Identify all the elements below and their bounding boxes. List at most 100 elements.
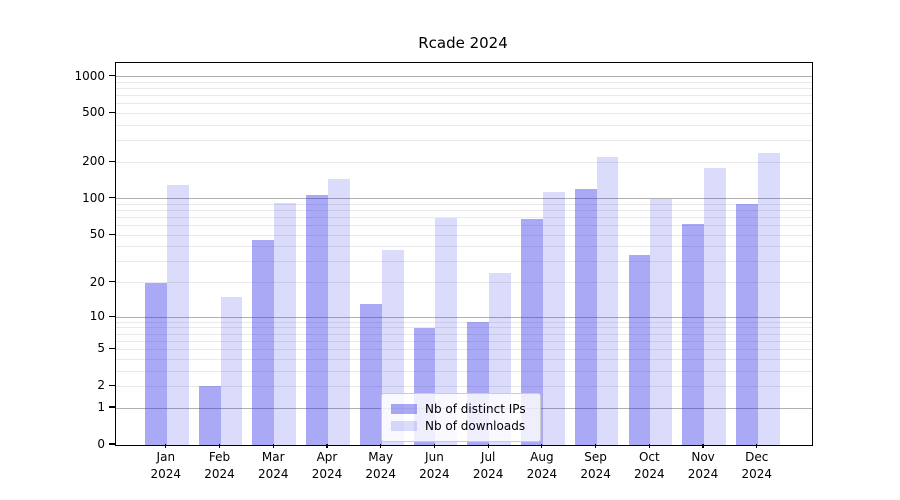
x-tick-year: 2024 <box>150 466 182 481</box>
x-tick-mark <box>756 444 758 448</box>
x-tick-month: Oct <box>638 450 660 464</box>
x-tick-year: 2024 <box>311 466 343 481</box>
gridline-minor <box>116 210 812 212</box>
y-tick-mark <box>109 233 115 235</box>
gridline-minor <box>116 203 812 205</box>
legend-entry-downloads: Nb of downloads <box>391 418 531 434</box>
x-tick-year: 2024 <box>365 466 396 481</box>
x-tick-month: Feb <box>208 450 231 464</box>
y-tick-mark <box>109 384 115 386</box>
x-tick-month: Nov <box>691 450 715 464</box>
y-tick-label-200: 200 <box>82 154 105 169</box>
x-tick-month: Jun <box>425 450 444 464</box>
y-tick-label-20: 20 <box>89 274 105 289</box>
x-tick-year: 2024 <box>204 466 235 481</box>
bar-oct-downloads <box>650 198 673 445</box>
plot-area <box>115 62 813 446</box>
gridline-minor <box>116 217 812 219</box>
y-tick-mark <box>109 111 115 114</box>
legend-swatch-distinct-ips <box>391 404 417 414</box>
bar-may-distinct-ips <box>359 304 382 445</box>
x-tick-month: Aug <box>530 450 554 464</box>
gridline-minor <box>116 103 812 105</box>
legend-label-distinct-ips: Nb of distinct IPs <box>425 402 526 416</box>
x-tick-month: Apr <box>316 450 338 464</box>
x-tick-label-mar: Mar 2024 <box>243 449 303 482</box>
y-tick-label-50: 50 <box>89 227 105 242</box>
y-tick-label-2: 2 <box>97 378 105 393</box>
y-tick-mark <box>109 160 115 162</box>
x-tick-mark <box>433 444 436 448</box>
y-tick-mark <box>109 197 115 199</box>
gridline-minor <box>116 340 812 342</box>
x-tick-mark <box>702 444 704 448</box>
legend-swatch-downloads <box>391 421 417 431</box>
x-tick-month: Mar <box>261 450 285 464</box>
gridline-minor <box>116 333 812 335</box>
gridline-minor <box>116 140 812 142</box>
y-tick-label-100: 100 <box>82 190 105 205</box>
x-tick-year: 2024 <box>472 466 504 481</box>
gridline-minor <box>116 246 812 248</box>
x-tick-label-apr: Apr 2024 <box>297 449 357 482</box>
bar-jun-downloads <box>435 218 458 445</box>
y-tick-label-10: 10 <box>89 309 105 324</box>
x-tick-label-sep: Sep 2024 <box>566 449 626 482</box>
bar-sep-distinct-ips <box>574 189 597 445</box>
x-tick-mark <box>272 444 274 448</box>
legend-label-downloads: Nb of downloads <box>425 419 526 433</box>
y-tick-mark <box>109 347 115 350</box>
bar-mar-downloads <box>274 202 297 445</box>
y-tick-label-1000: 1000 <box>74 68 105 83</box>
x-tick-mark <box>595 444 597 448</box>
y-tick-label-500: 500 <box>82 105 105 120</box>
gridline-major <box>116 198 812 200</box>
bar-sep-downloads <box>596 157 619 445</box>
x-tick-mark <box>218 444 221 448</box>
bar-nov-distinct-ips <box>682 224 705 445</box>
gridline-minor <box>116 87 812 89</box>
x-tick-mark <box>487 444 489 448</box>
x-tick-month: Jan <box>156 450 176 464</box>
x-tick-year: 2024 <box>741 466 773 481</box>
bar-jan-downloads <box>166 185 189 445</box>
gridline-minor <box>116 95 812 97</box>
bar-feb-downloads <box>220 297 243 445</box>
y-tick-label-0: 0 <box>97 437 105 451</box>
y-tick-label-1: 1 <box>97 400 105 415</box>
bar-feb-distinct-ips <box>198 386 221 445</box>
x-tick-label-may: May 2024 <box>351 449 411 482</box>
gridline-major <box>116 76 812 78</box>
y-tick-mark <box>109 74 115 77</box>
x-tick-year: 2024 <box>687 466 719 481</box>
x-tick-label-oct: Oct 2024 <box>619 449 679 482</box>
x-tick-mark <box>326 444 328 448</box>
y-tick-mark <box>109 406 115 408</box>
x-tick-label-aug: Aug 2024 <box>512 449 572 482</box>
gridline-minor <box>116 358 812 360</box>
x-tick-year: 2024 <box>580 466 611 481</box>
gridline-minor <box>116 370 812 372</box>
bar-mar-distinct-ips <box>252 239 275 445</box>
y-tick-mark <box>109 315 115 317</box>
y-tick-label-5: 5 <box>97 341 105 356</box>
x-tick-mark <box>648 444 650 448</box>
gridline-minor <box>116 234 812 236</box>
bar-apr-distinct-ips <box>306 194 328 445</box>
bar-dec-downloads <box>757 152 780 445</box>
y-tick-mark <box>109 281 115 283</box>
bar-aug-downloads <box>542 191 565 445</box>
gridline-minor <box>116 261 812 263</box>
bar-oct-distinct-ips <box>628 255 651 445</box>
legend: Nb of distinct IPs Nb of downloads <box>381 393 541 442</box>
x-tick-mark <box>165 444 167 448</box>
bar-apr-downloads <box>327 178 350 445</box>
x-tick-mark <box>541 444 543 448</box>
x-tick-month: Jul <box>480 450 496 464</box>
gridline-minor <box>116 161 812 163</box>
bar-aug-distinct-ips <box>521 219 543 445</box>
gridline-minor <box>116 348 812 350</box>
gridline-minor <box>116 282 812 284</box>
x-tick-label-jan: Jan 2024 <box>136 449 196 482</box>
gridline-minor <box>116 225 812 227</box>
